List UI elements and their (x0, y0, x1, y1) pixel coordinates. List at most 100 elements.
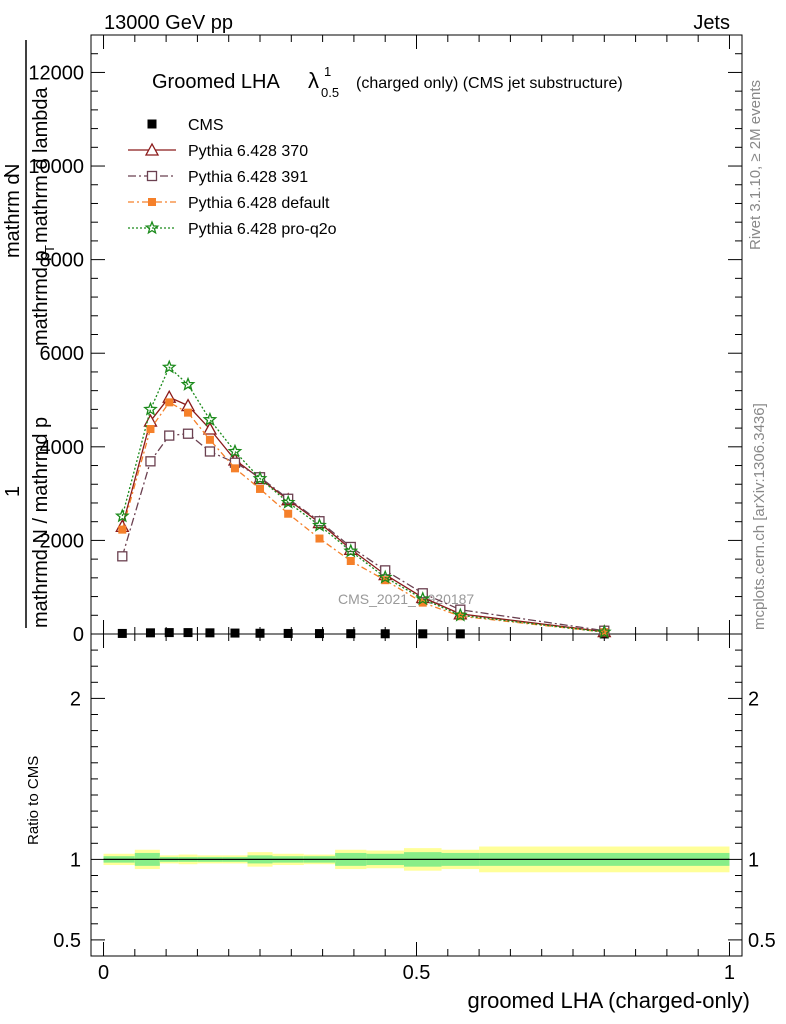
ratio-plot-frame (90, 633, 743, 957)
ratio-tick-label: 1 (70, 849, 81, 871)
y-axis-label-denominator: mathrmd N / mathrmd p (30, 417, 52, 628)
data-point (256, 484, 265, 493)
header-energy-label: 13000 GeV pp (104, 12, 233, 34)
legend-label: Pythia 6.428 pro-q2o (188, 221, 337, 238)
y-tick-labels: 0 2000 4000 6000 8000 10000 12000 (28, 62, 84, 646)
y-tick-label: 6000 (40, 343, 85, 365)
data-point (252, 470, 268, 485)
ratio-tick-label-right: 1 (748, 849, 759, 871)
data-point (452, 607, 468, 622)
legend-label: Pythia 6.428 370 (188, 143, 308, 160)
data-point (380, 629, 390, 639)
data-point (114, 508, 130, 523)
ratio-tick-label-right: 0.5 (748, 930, 776, 952)
legend-marker (146, 170, 158, 182)
data-point (343, 543, 359, 558)
y-tick-label: 10000 (28, 156, 84, 178)
data-point (180, 376, 196, 391)
legend-label: Pythia 6.428 391 (188, 169, 308, 186)
ratio-y-axis-label: Ratio to CMS (25, 756, 42, 845)
legend-label: Pythia 6.428 default (188, 195, 330, 212)
data-point (182, 428, 194, 439)
data-point (596, 624, 612, 639)
data-point (315, 534, 324, 543)
data-point (312, 517, 327, 532)
legend-marker (144, 142, 160, 156)
y-tick-label: 12000 (28, 62, 84, 84)
legend-item: Pythia 6.428 370 (128, 142, 308, 160)
legend-item: Pythia 6.428 391 (128, 169, 308, 186)
data-point (205, 435, 214, 444)
ratio-tick-label: 0.5 (53, 930, 81, 952)
data-point (377, 569, 393, 584)
x-tick-label: 0.5 (403, 962, 431, 984)
y-axis-label-numerator: mathrm d (2, 174, 24, 258)
data-point (346, 556, 355, 565)
legend-marker (147, 119, 157, 129)
data-point (230, 628, 240, 638)
x-tick-labels: 0 0.5 1 (98, 962, 735, 984)
legend: CMS Pythia 6.428 370 Pythia 6.428 391 Pythi… (128, 117, 337, 238)
data-point (202, 411, 218, 426)
header-jets-label: Jets (693, 12, 730, 34)
data-point (161, 359, 177, 374)
data-point (205, 628, 215, 638)
data-point (314, 629, 324, 639)
data-point (145, 456, 156, 467)
chart-title-main: Groomed LHA (152, 71, 280, 93)
data-point (204, 446, 216, 457)
data-point (143, 401, 158, 416)
data-series (114, 359, 612, 639)
data-point (117, 551, 128, 562)
data-point (346, 629, 356, 639)
rivet-version-label: Rivet 3.1.10, ≥ 2M events (747, 80, 764, 250)
series-0 (117, 628, 609, 639)
legend-label: CMS (188, 117, 224, 134)
data-point (202, 421, 218, 435)
x-tick-label: 1 (724, 962, 735, 984)
legend-item: Pythia 6.428 default (128, 195, 330, 212)
data-point (284, 509, 293, 518)
axis-ticks (91, 34, 742, 956)
chart-title-lambda: λ (308, 68, 319, 93)
analysis-watermark: CMS_2021_I1920187 (338, 591, 474, 607)
data-point (255, 628, 265, 638)
data-point (145, 628, 155, 638)
data-point (280, 494, 296, 509)
data-point (183, 628, 193, 638)
data-point (117, 628, 127, 638)
x-tick-label: 0 (98, 962, 109, 984)
y-axis-label-line2-t: T (42, 245, 57, 253)
ratio-tick-label-right: 2 (748, 688, 759, 710)
legend-item: Pythia 6.428 pro-q2o (128, 220, 337, 238)
chart-title-sup: 1 (324, 64, 331, 79)
data-point (164, 430, 175, 441)
data-point (418, 598, 427, 607)
data-point (164, 628, 174, 638)
data-point (227, 443, 243, 458)
y-axis-label-numerator-n: N (2, 164, 24, 178)
series-4 (114, 359, 612, 639)
data-point (283, 628, 293, 638)
data-point (184, 408, 193, 417)
ratio-tick-labels: 0.5 0.5 1 1 2 2 (53, 688, 776, 952)
y-axis-label-line2: mathrmd p (30, 250, 52, 346)
legend-item: CMS (147, 117, 224, 134)
y-axis-label-one: 1 (2, 486, 24, 497)
y-tick-label: 2000 (40, 530, 85, 552)
mcplots-reference-label: mcplots.cern.ch [arXiv:1306.3436] (751, 403, 768, 630)
data-point (456, 612, 465, 621)
data-point (230, 464, 239, 473)
y-axis-label: 1 mathrmd N / mathrmd p mathrm d N mathr… (2, 40, 57, 628)
data-point (455, 629, 465, 639)
legend-marker (144, 220, 160, 235)
data-point (415, 591, 431, 606)
y-tick-label: 0 (73, 624, 84, 646)
data-point (165, 398, 174, 407)
legend-marker (148, 198, 156, 206)
data-point (418, 629, 428, 639)
data-point (118, 525, 127, 534)
y-tick-label: 8000 (40, 250, 85, 272)
data-point (283, 493, 294, 504)
